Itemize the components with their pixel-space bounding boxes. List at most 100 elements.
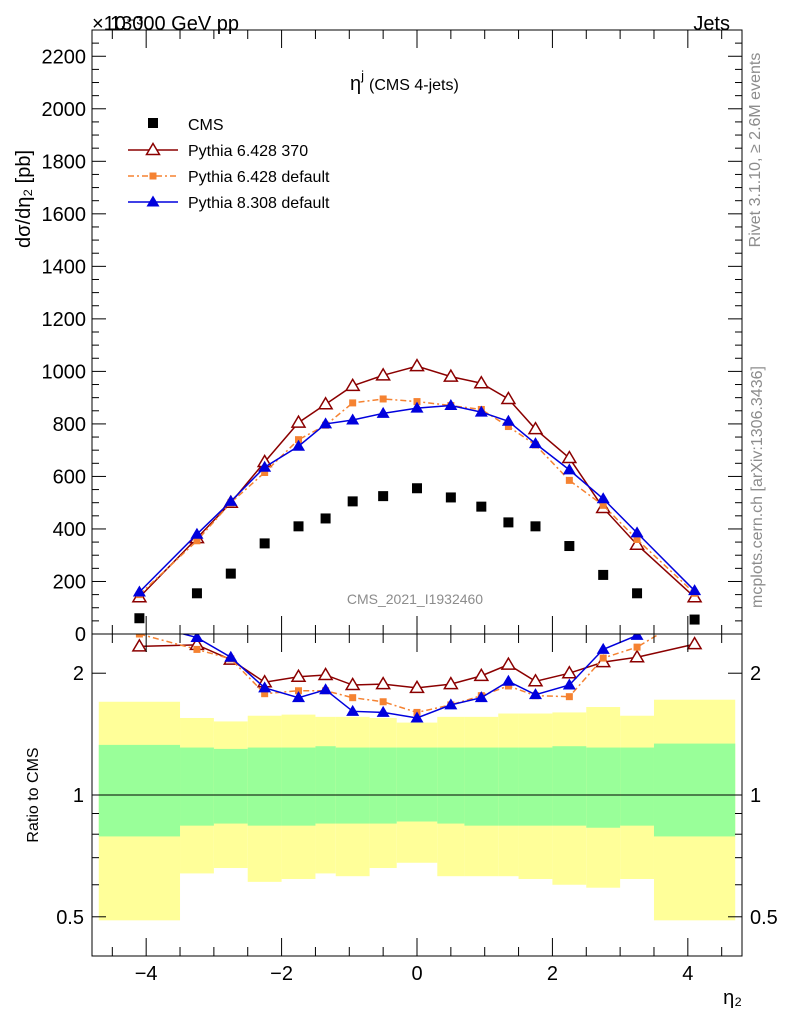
ratio-band-inner [437, 747, 465, 824]
ratio-point-pythia-6-428-370 [629, 649, 645, 663]
main-y-tick-label: 1200 [42, 309, 87, 331]
ratio-point-pythia-8-308-default [319, 683, 333, 695]
ratio-band-inner [369, 747, 397, 824]
legend-label-cms: CMS [188, 117, 224, 134]
main-y-axis-label: dσ/dη₂ [pb] [13, 150, 35, 248]
ratio-point-pythia-6-428-370 [473, 667, 490, 682]
analysis-watermark: CMS_2021_I1932460 [347, 591, 483, 607]
main-y-axis: 0 200 400 600 800 1000 1200 1400 1600 1800 2000 220… [42, 29, 742, 646]
ratio-y-axis-label: Ratio to CMS [25, 747, 42, 842]
ratio-y-tick-label: 1 [73, 785, 84, 807]
plot-title-tail: (CMS 4-jets) [369, 77, 459, 94]
data-point-pythia-8-308-default [474, 405, 488, 417]
data-point-pythia-8-308-default [688, 584, 702, 596]
data-point-cms [476, 501, 487, 512]
data-point-pythia-6-428-default [193, 537, 201, 545]
data-point-cms [564, 541, 575, 552]
main-y-tick-label: 600 [53, 466, 86, 488]
data-point-pythia-6-428-default [295, 436, 303, 444]
ratio-point-pythia-8-308-default [410, 711, 424, 723]
ratio-point-pythia-8-308-default [630, 634, 644, 640]
ratio-band-inner [498, 747, 519, 826]
ratio-point-pythia-6-428-default [599, 654, 607, 662]
ratio-point-pythia-6-428-370 [527, 673, 544, 687]
legend-marker-pythia6-370 [145, 142, 161, 156]
ratio-point-pythia-6-428-370 [443, 676, 459, 690]
data-point-cms [378, 491, 389, 502]
ratio-point-pythia-8-308-default [474, 691, 488, 703]
data-point-pythia-6-428-370 [561, 450, 578, 464]
legend-label-pythia6-default: Pythia 6.428 default [188, 169, 330, 186]
ratio-point-pythia-8-308-default [444, 698, 458, 710]
data-point-cms [320, 513, 331, 524]
main-y-tick-label: 2200 [42, 46, 87, 68]
ratio-y-axis: 0.5 0.5 1 1 2 2 [56, 663, 778, 957]
data-point-cms [134, 613, 145, 624]
data-point-pythia-6-428-370 [629, 536, 645, 550]
data-point-pythia-8-308-default [376, 406, 390, 418]
main-plot-area: 0 200 400 600 800 1000 1200 1400 1600 1800 2000 220… [13, 29, 743, 646]
ratio-point-pythia-8-308-default [190, 634, 204, 643]
data-point-cms [412, 483, 422, 494]
plot-title-sup: j [360, 68, 364, 83]
data-point-pythia-8-308-default [528, 437, 542, 449]
data-point-pythia-6-428-default [349, 399, 357, 407]
ratio-band-inner [180, 747, 214, 826]
ratio-point-pythia-6-428-default [135, 634, 143, 638]
data-point-cms [503, 517, 514, 528]
main-y-tick-label: 1600 [42, 204, 87, 226]
x-tick-label: 0 [411, 963, 422, 985]
data-point-pythia-6-428-370 [473, 375, 490, 389]
ratio-point-pythia-8-308-default [501, 674, 515, 686]
data-point-pythia-6-428-370 [527, 421, 544, 435]
legend-item-pythia6-370: Pythia 6.428 370 [128, 142, 308, 160]
data-point-pythia-8-308-default [132, 585, 146, 597]
data-point-cms [445, 492, 456, 503]
x-axis-label: η₂ [723, 987, 742, 1009]
data-point-cms [191, 588, 202, 599]
data-point-pythia-6-428-370 [500, 390, 517, 405]
data-point-cms [530, 521, 541, 532]
data-point-pythia-6-428-default [261, 468, 269, 476]
data-point-pythia-6-428-370 [375, 367, 391, 381]
ratio-point-pythia-8-308-default [596, 642, 610, 654]
ratio-point-pythia-6-428-default [633, 643, 641, 651]
ratio-band-inner [653, 743, 736, 837]
data-point-pythia-6-428-default [379, 395, 387, 403]
ratio-plot-area: 0.5 0.5 1 1 2 2 −4 −2 0 2 4 Ratio to CMS η₂ [25, 633, 778, 1009]
x-tick-label: 2 [547, 963, 558, 985]
data-point-pythia-8-308-default [562, 463, 576, 475]
ratio-band-inner [213, 748, 248, 824]
ratio-point-pythia-6-428-default [349, 694, 357, 702]
plot-title-main: η [350, 73, 361, 95]
legend-marker-pythia6-default [149, 172, 157, 180]
data-point-cms [225, 568, 236, 579]
main-y-tick-label: 1000 [42, 361, 87, 383]
ratio-y-tick-label: 2 [73, 663, 84, 685]
main-x-ticks [111, 30, 723, 634]
ratio-point-pythia-6-428-default [261, 690, 269, 698]
legend-item-pythia8-default: Pythia 8.308 default [128, 195, 330, 212]
data-point-pythia-8-308-default [292, 439, 306, 451]
main-y-tick-label: 200 [53, 571, 86, 593]
ratio-y-tick-label-right: 0.5 [750, 907, 778, 929]
legend-marker-cms [148, 118, 158, 128]
ratio-point-pythia-6-428-370 [131, 638, 148, 652]
data-point-pythia-6-428-370 [317, 396, 334, 410]
ratio-band-inner [396, 747, 438, 822]
x-tick-label: −4 [135, 963, 158, 985]
series-line-pythia-6-428-default [138, 398, 696, 596]
main-y-tick-label: 1800 [42, 151, 87, 173]
main-y-tick-label: 800 [53, 414, 86, 436]
legend-item-cms: CMS [148, 117, 224, 134]
legend-item-pythia6-default: Pythia 6.428 default [128, 169, 330, 186]
ratio-point-pythia-6-428-370 [561, 665, 578, 679]
data-point-pythia-8-308-default [319, 417, 333, 429]
data-point-cms [632, 588, 643, 599]
ratio-point-pythia-8-308-default [562, 678, 576, 690]
data-point-pythia-8-308-default [596, 492, 610, 504]
data-point-pythia-8-308-default [410, 401, 424, 413]
mcplots-side-label: mcplots.cern.ch [arXiv:1306.3436] [749, 366, 766, 608]
main-y-tick-label: 1400 [42, 256, 87, 278]
